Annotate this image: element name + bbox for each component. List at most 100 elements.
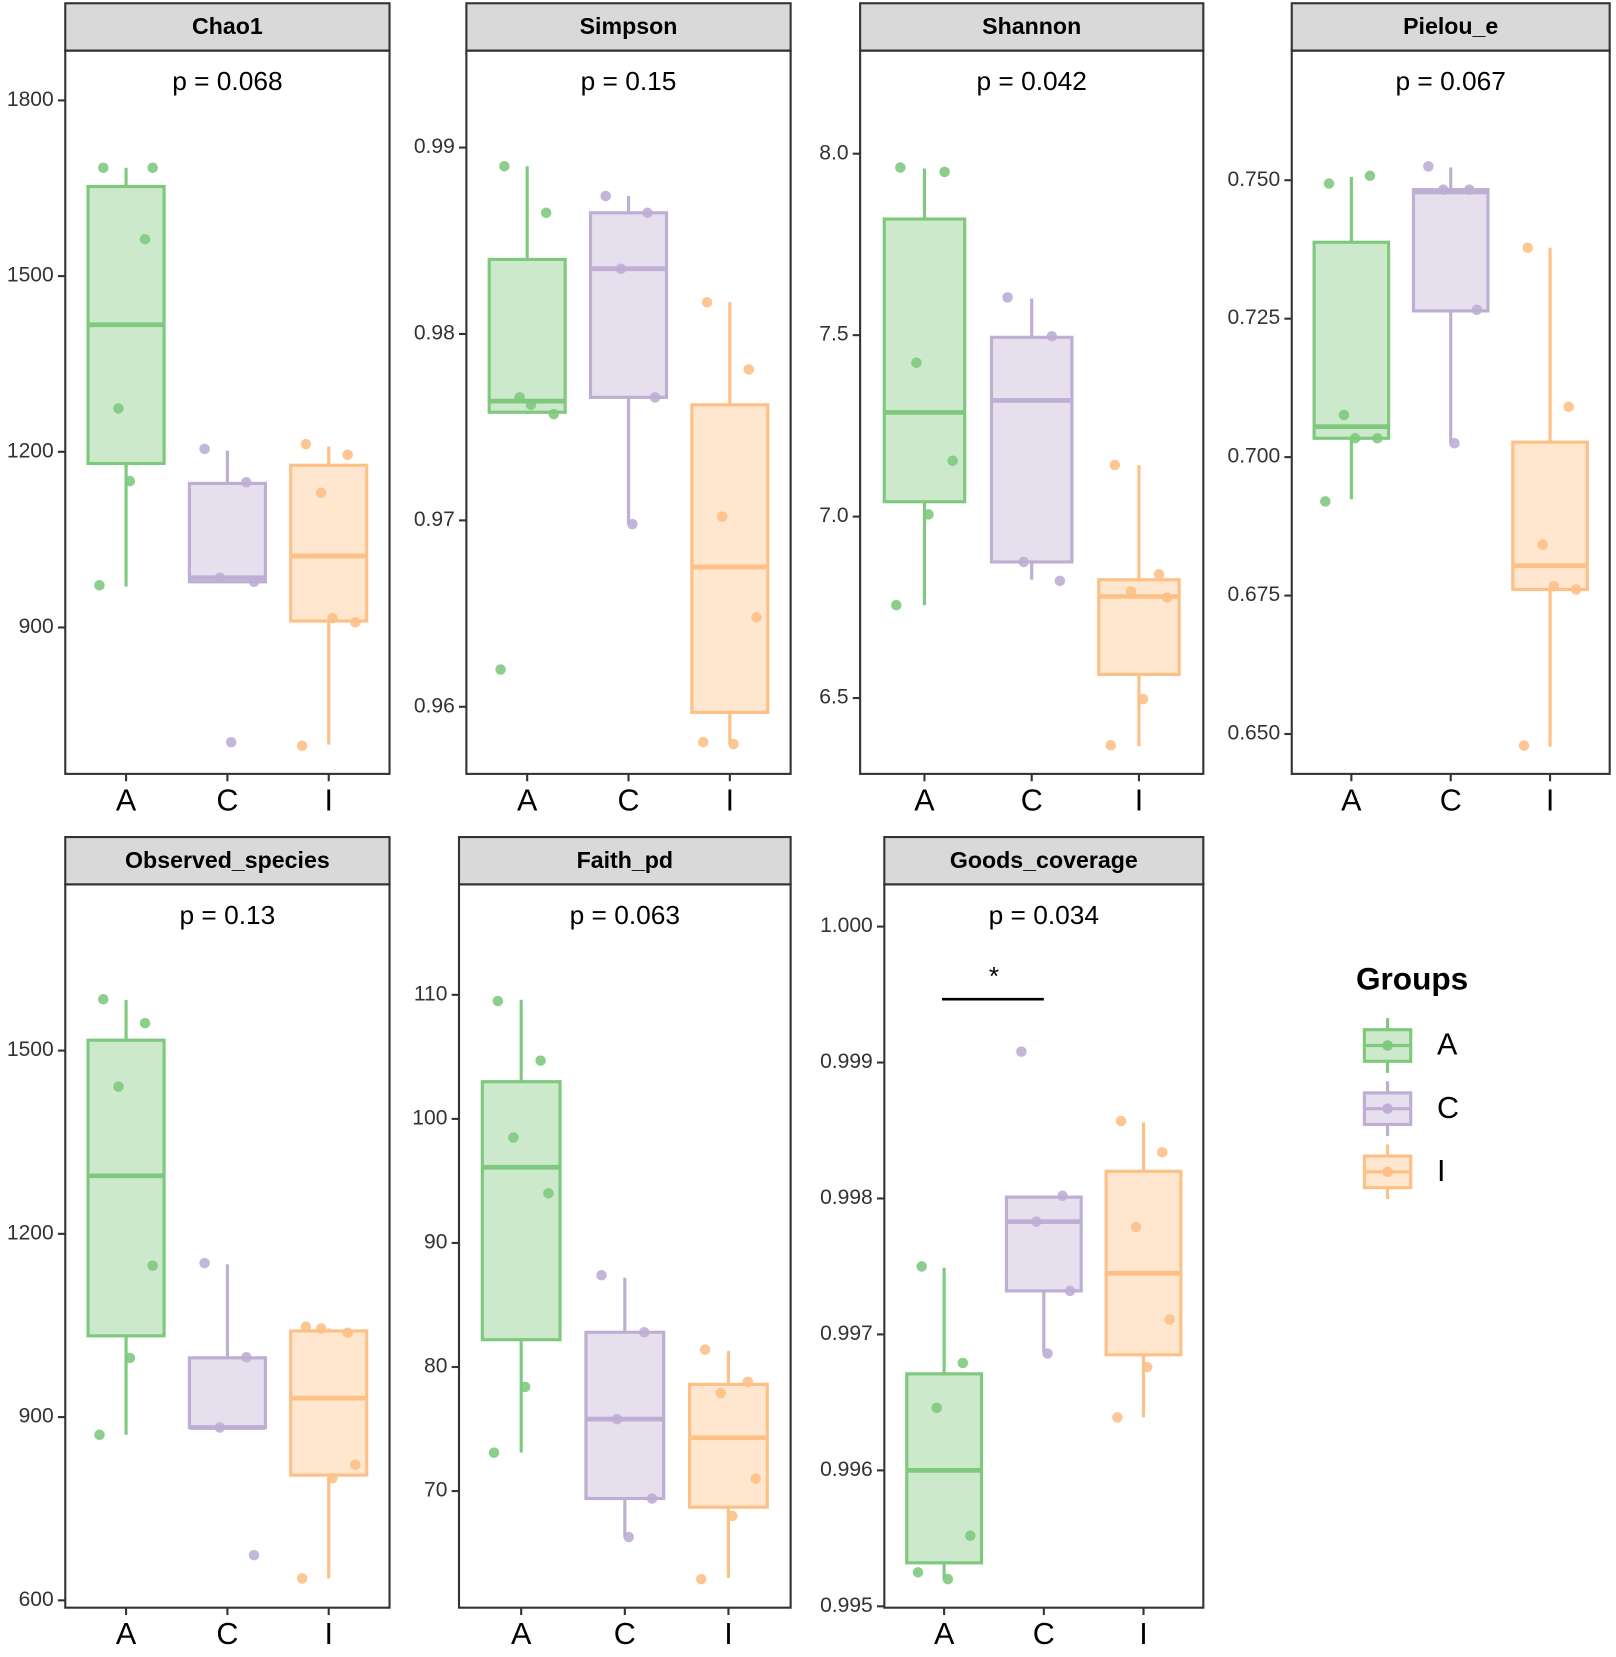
group-2: [289, 1321, 369, 1584]
y-tick-label: 0.675: [1227, 583, 1280, 606]
point: [548, 408, 560, 420]
group-1: [1411, 161, 1490, 449]
point: [1054, 575, 1066, 587]
legend-point: [1382, 1166, 1393, 1178]
point: [715, 1387, 726, 1399]
point: [248, 576, 260, 588]
legend-label: C: [1437, 1091, 1459, 1125]
point: [743, 364, 755, 375]
x-tick-label: I: [324, 783, 332, 817]
p-value: p = 0.13: [180, 900, 276, 930]
point: [1464, 184, 1475, 195]
point: [124, 475, 136, 487]
point: [697, 736, 709, 748]
legend-item: I: [1362, 1144, 1446, 1200]
y-tick-label: 1500: [7, 264, 54, 287]
point: [916, 1261, 927, 1272]
point: [488, 1447, 500, 1458]
point: [350, 616, 361, 628]
x-tick-label: C: [1033, 1617, 1055, 1651]
y-tick-label: 70: [424, 1479, 447, 1502]
point: [1042, 1348, 1053, 1359]
point: [124, 1352, 136, 1364]
point: [1016, 1046, 1027, 1057]
point: [1137, 693, 1149, 705]
point: [701, 297, 713, 308]
strip-background: [859, 2, 1205, 52]
point: [1002, 292, 1013, 303]
point: [1141, 1361, 1153, 1373]
group-1: [989, 292, 1074, 587]
point: [94, 1429, 105, 1441]
group-0: [86, 994, 166, 1441]
point: [1105, 739, 1117, 751]
x-tick-label: C: [216, 783, 238, 817]
group-1: [187, 1257, 267, 1561]
point: [750, 1473, 761, 1484]
y-tick-label: 0.700: [1227, 445, 1280, 468]
point: [315, 487, 327, 499]
point: [214, 572, 226, 583]
point: [1115, 1115, 1127, 1127]
y-tick-label: 6.5: [819, 686, 848, 709]
point: [1349, 433, 1361, 444]
point: [1109, 459, 1121, 471]
p-value: p = 0.063: [570, 900, 680, 930]
point: [94, 580, 105, 591]
point: [1156, 1146, 1168, 1158]
point: [1548, 580, 1560, 592]
group-0: [487, 160, 567, 675]
box: [187, 481, 267, 584]
point: [742, 1376, 754, 1388]
point: [315, 1323, 327, 1334]
point: [642, 207, 653, 219]
x-tick-label: A: [116, 1617, 137, 1651]
point: [535, 1055, 546, 1066]
legend-item: C: [1362, 1081, 1459, 1137]
point: [1031, 1216, 1042, 1227]
panel-title: Pielou_e: [1403, 13, 1498, 39]
x-tick-label: C: [216, 1617, 238, 1651]
x-tick-label: A: [914, 783, 935, 817]
point: [495, 664, 506, 675]
point: [1423, 161, 1434, 172]
y-tick-label: 0.997: [820, 1322, 873, 1345]
point: [1320, 496, 1331, 507]
x-tick-label: C: [1021, 783, 1043, 817]
point: [649, 392, 661, 403]
group-0: [1312, 170, 1391, 507]
x-tick-label: I: [726, 783, 734, 817]
legend-item: A: [1362, 1018, 1458, 1073]
point: [248, 1549, 260, 1561]
y-tick-label: 0.99: [414, 135, 455, 158]
point: [611, 1413, 623, 1425]
box: [989, 335, 1074, 564]
y-tick-label: 110: [414, 982, 448, 1005]
box: [86, 1038, 166, 1338]
point: [615, 263, 627, 274]
point: [199, 443, 210, 455]
point: [540, 207, 552, 219]
box: [480, 1080, 562, 1342]
p-value: p = 0.15: [581, 66, 677, 96]
point: [241, 1351, 252, 1363]
point: [1323, 178, 1335, 189]
box: [1004, 1195, 1083, 1293]
group-1: [1004, 1046, 1083, 1359]
point: [1153, 569, 1165, 580]
strip-background: [457, 836, 792, 886]
legend-title: Groups: [1356, 961, 1468, 997]
point: [327, 612, 338, 624]
point: [596, 1269, 607, 1281]
point: [931, 1402, 942, 1414]
box: [688, 1382, 769, 1509]
y-tick-label: 900: [19, 1405, 54, 1428]
x-tick-label: I: [1135, 783, 1143, 817]
box: [882, 217, 967, 504]
point: [1364, 170, 1376, 182]
group-1: [584, 1269, 666, 1543]
box: [1312, 240, 1391, 440]
point: [638, 1327, 650, 1338]
legend-label: A: [1437, 1028, 1458, 1062]
legend-label: I: [1437, 1154, 1445, 1188]
